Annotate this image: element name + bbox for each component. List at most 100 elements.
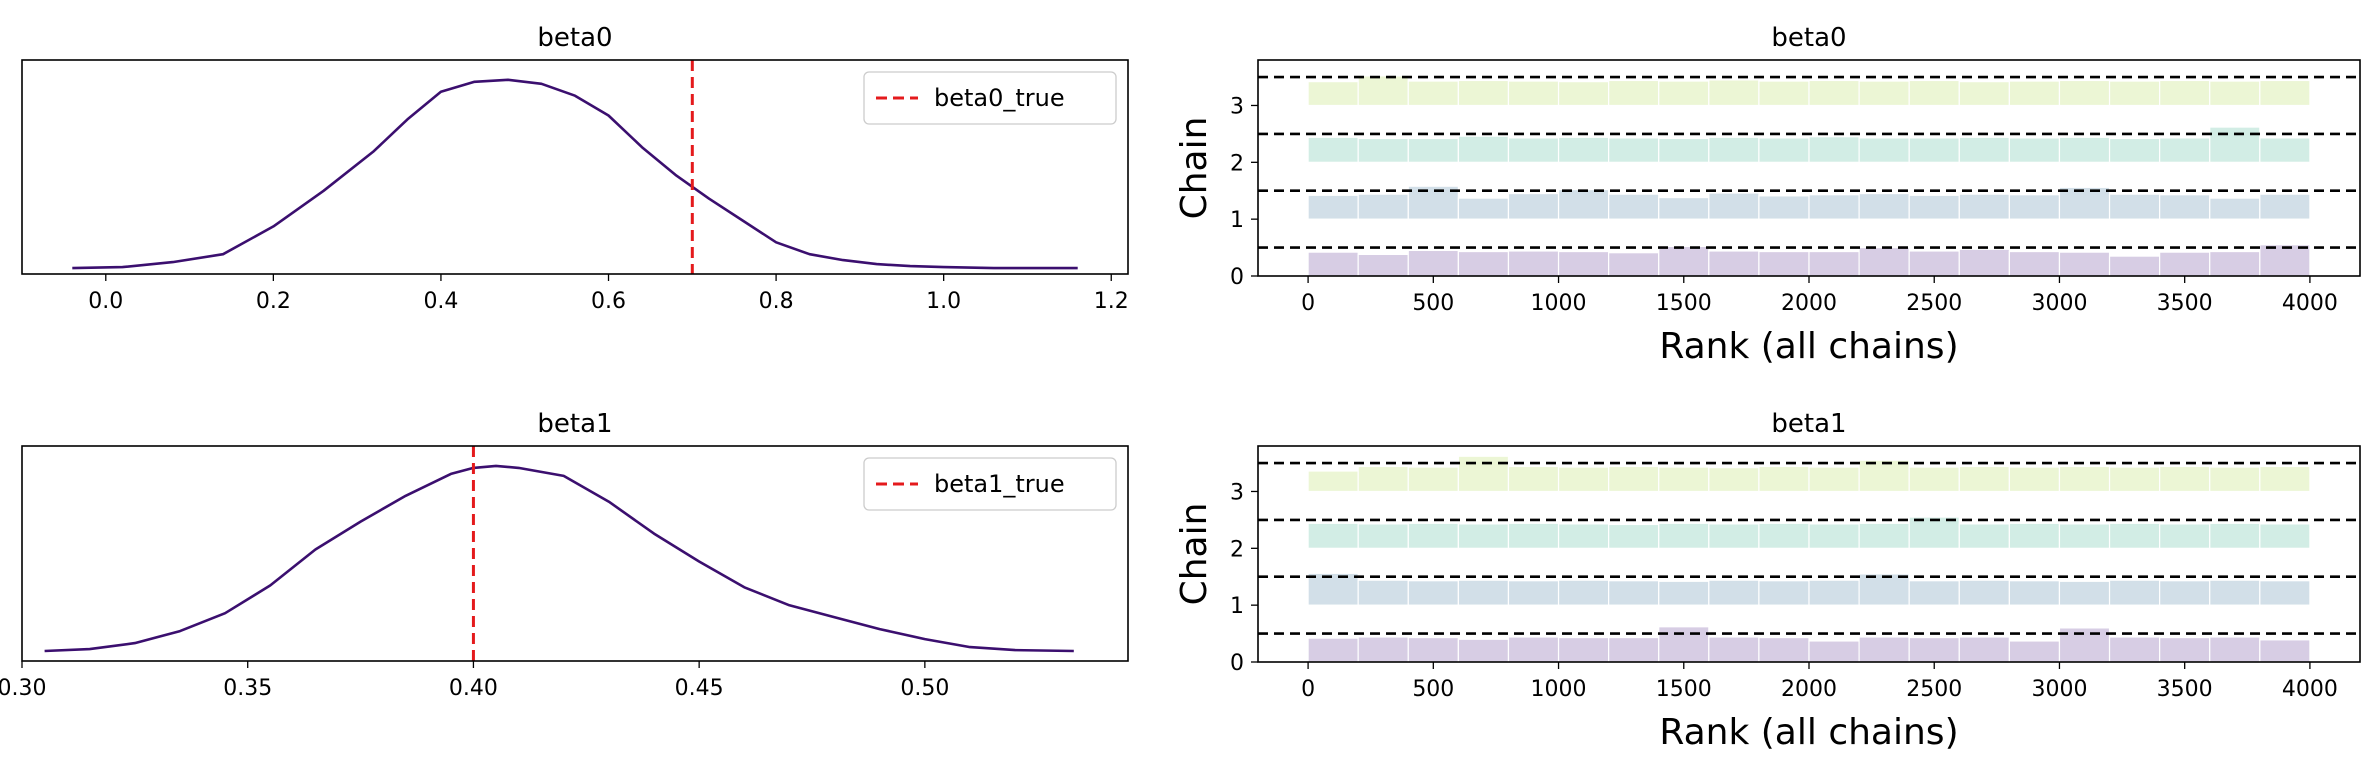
x-tick-label: 0.45: [675, 676, 724, 701]
y-tick-label: 3: [1230, 94, 1244, 119]
rank-bar: [1708, 467, 1760, 493]
x-tick-label: 0.0: [88, 289, 123, 314]
chain-3-histogram: [1307, 455, 2311, 493]
rank-bar: [1758, 465, 1810, 493]
rank-bar: [1708, 636, 1760, 663]
rank-bar: [1858, 80, 1910, 107]
rank-bar: [1858, 137, 1910, 163]
rank-bar: [1407, 249, 1459, 277]
rank-bar: [1608, 580, 1660, 606]
rank-bar: [1908, 137, 1960, 163]
rank-bar: [2108, 466, 2161, 493]
rank-bar: [2008, 137, 2061, 163]
rank-bar: [1457, 638, 1510, 663]
axes-frame: [21, 59, 1129, 275]
rank-bar: [1808, 466, 1860, 493]
rank-bar: [2108, 137, 2161, 163]
rank-bar: [2008, 522, 2061, 549]
rank-bar: [1908, 466, 1960, 493]
rank-bar: [1357, 253, 1409, 277]
rank-bar: [1457, 523, 1510, 549]
rank-bar: [1507, 137, 1560, 163]
legend-frame: [863, 71, 1117, 125]
rank-bar: [2058, 523, 2111, 549]
x-tick-label: 0: [1301, 677, 1315, 702]
rank-bar: [1958, 193, 2010, 220]
rank-bar: [1457, 455, 1510, 493]
rank-bar: [1507, 636, 1560, 663]
rank-bar: [1708, 523, 1760, 549]
y-tick-label: 1: [1230, 594, 1244, 619]
rank-bar: [1608, 193, 1660, 220]
rank-bar: [1357, 137, 1409, 163]
density-curve: [44, 464, 1074, 653]
rank-bar: [2259, 523, 2311, 549]
y-axis-label: Chain: [1174, 503, 1215, 606]
x-tick-label: 4000: [2282, 677, 2338, 702]
chain-3-histogram: [1307, 75, 2311, 107]
rank-bar: [1958, 579, 2010, 606]
rank-bar: [2209, 80, 2261, 107]
rank-bar: [1557, 636, 1610, 663]
rank-bar: [1658, 466, 1710, 493]
rank-bar: [1808, 523, 1860, 549]
rank-bar: [2259, 639, 2311, 663]
rank-bar: [1507, 80, 1560, 107]
rank-bar: [1557, 466, 1610, 493]
x-tick-label: 4000: [2282, 291, 2338, 316]
rank-bar: [1307, 637, 1359, 663]
subplot-3: beta1 0.30 0.35 0.40 0.45 0.50 beta1_true: [0, 409, 1129, 701]
rank-bar: [1407, 636, 1459, 663]
x-tick-label: 2000: [1781, 291, 1837, 316]
rank-bar: [1608, 79, 1660, 107]
rank-bar: [1407, 580, 1459, 606]
rank-bar: [1557, 189, 1610, 220]
rank-bar: [2209, 466, 2261, 493]
x-tick-label: 0.8: [759, 289, 794, 314]
rank-bar: [1858, 246, 1910, 277]
rank-bar: [1758, 636, 1810, 663]
rank-bar: [1557, 80, 1610, 107]
rank-bar: [1557, 136, 1610, 163]
y-tick-label: 0: [1230, 265, 1244, 290]
y-axis-label: Chain: [1174, 117, 1215, 220]
rank-bar: [1958, 248, 2010, 277]
rank-bar: [1858, 459, 1910, 493]
rank-bar: [1557, 250, 1610, 277]
rank-bar: [2159, 194, 2211, 220]
rank-bar: [1758, 580, 1810, 606]
rank-bar: [2108, 522, 2161, 549]
rank-bar: [2058, 465, 2111, 493]
rank-bar: [1808, 194, 1860, 220]
rank-bar: [1507, 465, 1560, 493]
rank-bar: [1858, 573, 1910, 606]
rank-bar: [1307, 194, 1359, 220]
rank-bar: [1708, 250, 1760, 277]
rank-bar: [1658, 245, 1710, 277]
rank-bar: [1507, 192, 1560, 220]
subplot-title: beta0: [1771, 23, 1846, 53]
rank-bar: [2209, 126, 2261, 163]
rank-bar: [2008, 250, 2061, 277]
rank-bar: [1658, 80, 1710, 107]
rank-bar: [1457, 250, 1510, 277]
x-tick-label: 2500: [1906, 291, 1962, 316]
rank-bar: [1307, 251, 1359, 277]
subplot-2: beta0 0 500 1000 1500 2000 2500 3000 3500 4000 0 1 2…: [1174, 23, 2361, 367]
rank-bar: [1708, 79, 1760, 107]
x-tick-label: 1500: [1656, 677, 1712, 702]
rank-bar: [2259, 79, 2311, 107]
rank-bar: [1507, 580, 1560, 606]
chain-0-histogram: [1307, 626, 2311, 663]
rank-bar: [2259, 244, 2311, 277]
x-tick-label: 1000: [1531, 677, 1587, 702]
rank-bar: [1507, 522, 1560, 549]
rank-bar: [2008, 580, 2061, 606]
rank-bar: [1457, 197, 1510, 220]
x-tick-label: 0.50: [900, 676, 949, 701]
rank-bar: [2008, 194, 2061, 220]
rank-bar: [1958, 465, 2010, 493]
rank-bar: [2108, 80, 2161, 107]
rank-bar: [2259, 137, 2311, 163]
